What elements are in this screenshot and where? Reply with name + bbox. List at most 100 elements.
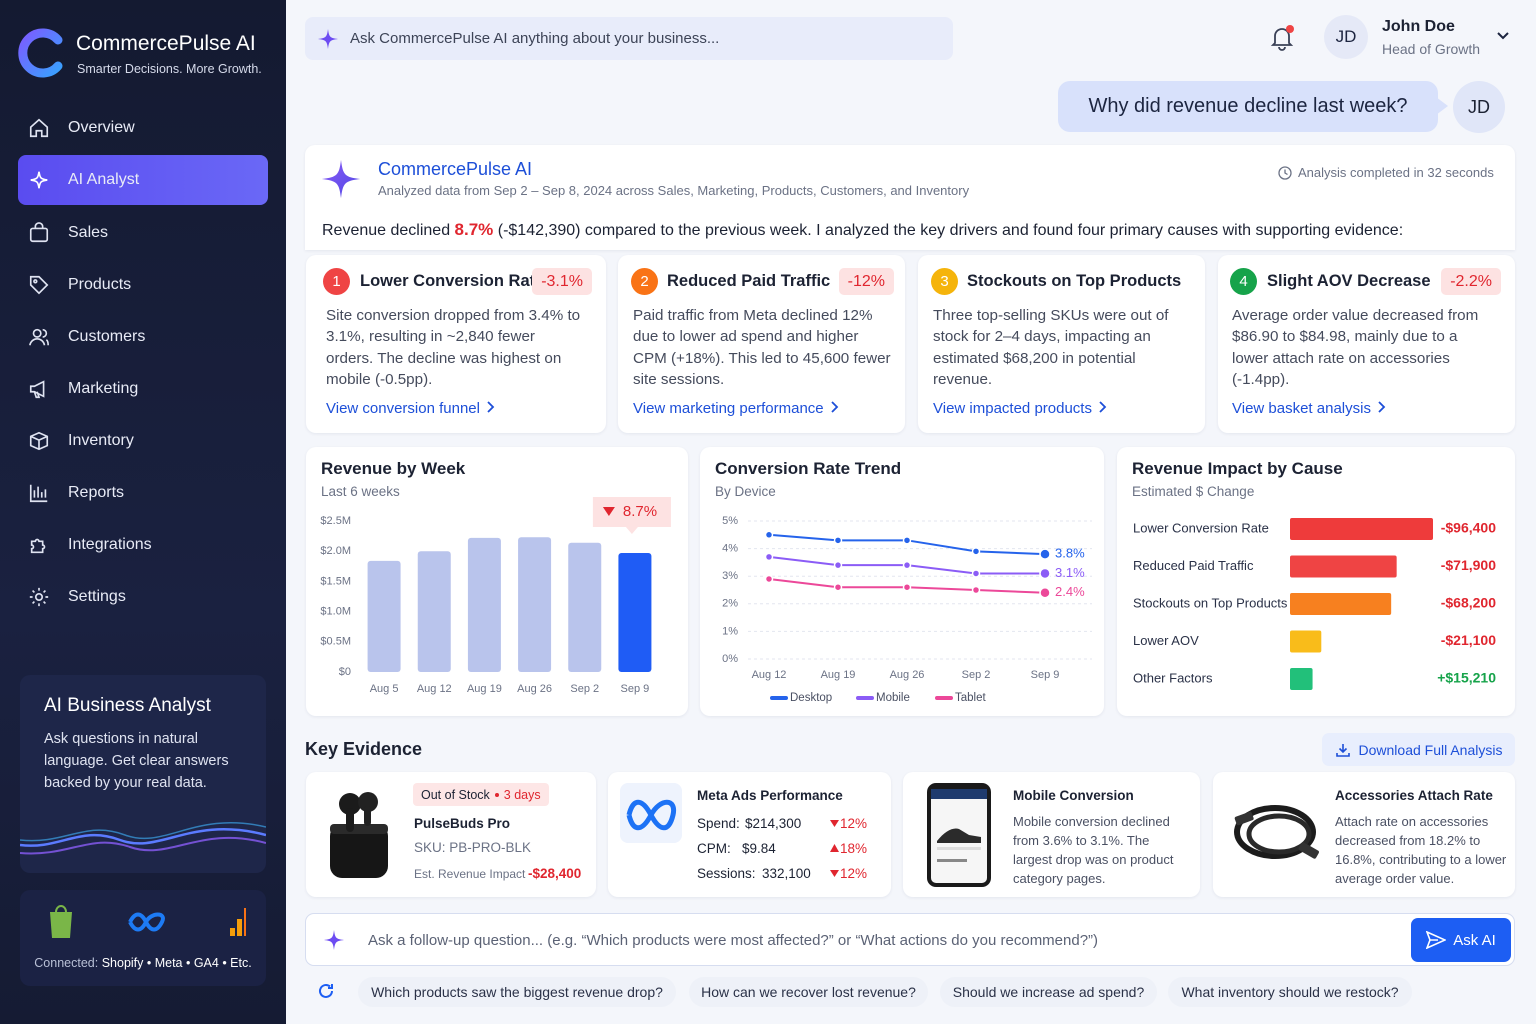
chart-panel: Revenue by Week Last 6 weeks bbox=[306, 447, 688, 716]
analysis-card bbox=[305, 145, 1515, 250]
cause-link[interactable]: View basket analysis bbox=[1232, 400, 1389, 417]
stock-badge: Out of Stock 3 days bbox=[413, 783, 549, 806]
impact-value: -$28,400 bbox=[528, 866, 582, 881]
connected-sources: Shopify • Meta • GA4 • Etc. bbox=[101, 956, 252, 970]
evidence-title: Accessories Attach Rate bbox=[1335, 788, 1493, 803]
nav-item[interactable]: Products bbox=[18, 260, 268, 310]
nav-label: Overview bbox=[68, 119, 135, 136]
nav-item[interactable]: Marketing bbox=[18, 364, 268, 414]
analysis-time: Analysis completed in 32 seconds bbox=[1278, 165, 1494, 180]
question-avatar: JD bbox=[1453, 81, 1505, 133]
connected-line: Connected: Shopify • Meta • GA4 • Etc. bbox=[30, 956, 256, 970]
nav-item[interactable]: Inventory bbox=[18, 416, 268, 466]
summary-text: Revenue declined bbox=[322, 222, 451, 239]
metric-change: 18% bbox=[829, 841, 867, 856]
product-image bbox=[330, 792, 388, 878]
change-text: 18% bbox=[840, 841, 868, 856]
section-title: Key Evidence bbox=[305, 739, 423, 759]
meta-logo bbox=[620, 783, 682, 843]
chart-title: Revenue Impact by Cause bbox=[1132, 459, 1343, 478]
connected-label: Connected: bbox=[34, 956, 99, 970]
download-label: Download Full Analysis bbox=[1358, 741, 1503, 758]
refresh-icon[interactable] bbox=[316, 981, 336, 1001]
metric-change: 12% bbox=[829, 816, 867, 831]
cause-text: Three top-selling SKUs were out of stock… bbox=[933, 307, 1169, 388]
stock-duration: 3 days bbox=[503, 787, 541, 802]
cause-title: Lower Conversion Rate bbox=[360, 272, 545, 290]
analysis-scope: Analyzed data from Sep 2 – Sep 8, 2024 a… bbox=[378, 183, 970, 198]
ask-button[interactable]: Ask AI bbox=[1411, 918, 1511, 962]
chart-panel: Conversion Rate Trend By Device bbox=[700, 447, 1104, 716]
cause-card: 1 Lower Conversion Rate -3.1% Site conve… bbox=[306, 255, 606, 433]
ai-name: CommercePulse AI bbox=[378, 159, 533, 179]
followup-placeholder: Ask a follow-up question... (e.g. “Which… bbox=[368, 932, 1099, 949]
cause-title: Stockouts on Top Products bbox=[967, 272, 1182, 290]
evidence-card: Meta Ads Performance Spend: $214,300 12%… bbox=[608, 772, 891, 897]
cable-image bbox=[1234, 805, 1319, 859]
nav-item[interactable]: Overview bbox=[18, 103, 268, 153]
cause-link[interactable]: View impacted products bbox=[933, 400, 1110, 417]
metric-label: Sessions: bbox=[697, 866, 756, 881]
cause-title: Slight AOV Decrease bbox=[1267, 272, 1431, 290]
cause-text: Average order value decreased from $86.9… bbox=[1232, 307, 1479, 388]
nav-label: AI Analyst bbox=[68, 171, 140, 188]
evidence-text: Attach rate on accessories decreased fro… bbox=[1335, 814, 1507, 886]
suggestion[interactable]: How can we recover lost revenue? bbox=[689, 977, 928, 1007]
promo-text: Ask questions in natural language. Get c… bbox=[44, 731, 229, 791]
tagline: Smarter Decisions. More Growth. bbox=[77, 62, 262, 76]
suggestion[interactable]: Which products saw the biggest revenue d… bbox=[358, 977, 676, 1007]
notification-bell[interactable] bbox=[1268, 24, 1296, 52]
link-text: View marketing performance bbox=[633, 400, 824, 417]
cause-number: 3 bbox=[931, 268, 958, 295]
search-box[interactable]: Ask CommercePulse AI anything about your… bbox=[305, 17, 953, 60]
search-placeholder: Ask CommercePulse AI anything about your… bbox=[350, 30, 720, 47]
connected-card: Connected: Shopify • Meta • GA4 • Etc. bbox=[20, 890, 266, 986]
nav-item[interactable]: Reports bbox=[18, 468, 268, 518]
nav-item[interactable]: Integrations bbox=[18, 520, 268, 570]
time-text: Analysis completed in 32 seconds bbox=[1298, 165, 1494, 180]
download-button[interactable]: Download Full Analysis bbox=[1322, 733, 1515, 766]
integration-logos bbox=[50, 905, 246, 938]
change-text: 12% bbox=[840, 816, 868, 831]
sparkle-icon bbox=[318, 28, 338, 49]
cause-card: 4 Slight AOV Decrease -2.2% Average orde… bbox=[1218, 255, 1515, 433]
evidence-card: Out of Stock 3 days PulseBuds Pro SKU: PB… bbox=[306, 772, 596, 897]
ask-label: Ask AI bbox=[1453, 931, 1496, 949]
followup-box[interactable]: Ask a follow-up question... (e.g. “Which… bbox=[305, 913, 1515, 966]
nav-label: Settings bbox=[68, 588, 126, 605]
user-avatar[interactable]: JD bbox=[1324, 15, 1368, 59]
cause-number: 4 bbox=[1230, 268, 1257, 295]
evidence-title: Mobile Conversion bbox=[1013, 788, 1134, 803]
nav-item[interactable]: Customers bbox=[18, 312, 268, 362]
nav-label: Sales bbox=[68, 224, 109, 241]
link-text: View basket analysis bbox=[1232, 400, 1371, 417]
link-text: View conversion funnel bbox=[326, 400, 480, 417]
meta-title: Meta Ads Performance bbox=[697, 788, 843, 803]
chart-subtitle: Estimated $ Change bbox=[1132, 484, 1255, 499]
link-text: View impacted products bbox=[933, 400, 1092, 417]
cause-change: -2.2% bbox=[1441, 268, 1501, 295]
cause-link[interactable]: View conversion funnel bbox=[326, 400, 498, 417]
cause-text: Site conversion dropped from 3.4% to 3.1… bbox=[326, 307, 581, 388]
suggestion[interactable]: Should we increase ad spend? bbox=[940, 977, 1157, 1007]
nav-label: Products bbox=[68, 276, 132, 293]
suggestion[interactable]: What inventory should we restock? bbox=[1168, 977, 1412, 1007]
nav-item[interactable]: AI Analyst bbox=[18, 155, 268, 205]
summary: Revenue declined 8.7% (-$142,390) compar… bbox=[322, 220, 1403, 240]
wave-graphic bbox=[20, 822, 266, 855]
chevron[interactable] bbox=[1496, 31, 1510, 41]
user-question: Why did revenue decline last week? bbox=[1058, 81, 1438, 132]
stock-status: Out of Stock bbox=[421, 787, 490, 802]
promo-title: AI Business Analyst bbox=[44, 695, 211, 716]
nav-item[interactable]: Settings bbox=[18, 572, 268, 622]
chart-subtitle: Last 6 weeks bbox=[321, 484, 400, 499]
ai-icon bbox=[321, 159, 361, 199]
logo bbox=[18, 28, 63, 78]
cause-link[interactable]: View marketing performance bbox=[633, 400, 842, 417]
nav-item[interactable]: Sales bbox=[18, 208, 268, 258]
nav-label: Marketing bbox=[68, 380, 139, 397]
nav-label: Customers bbox=[68, 328, 146, 345]
cause-card: 3 Stockouts on Top Products Three top-se… bbox=[918, 255, 1205, 433]
evidence-card: Accessories Attach Rate Attach rate on a… bbox=[1213, 772, 1515, 897]
